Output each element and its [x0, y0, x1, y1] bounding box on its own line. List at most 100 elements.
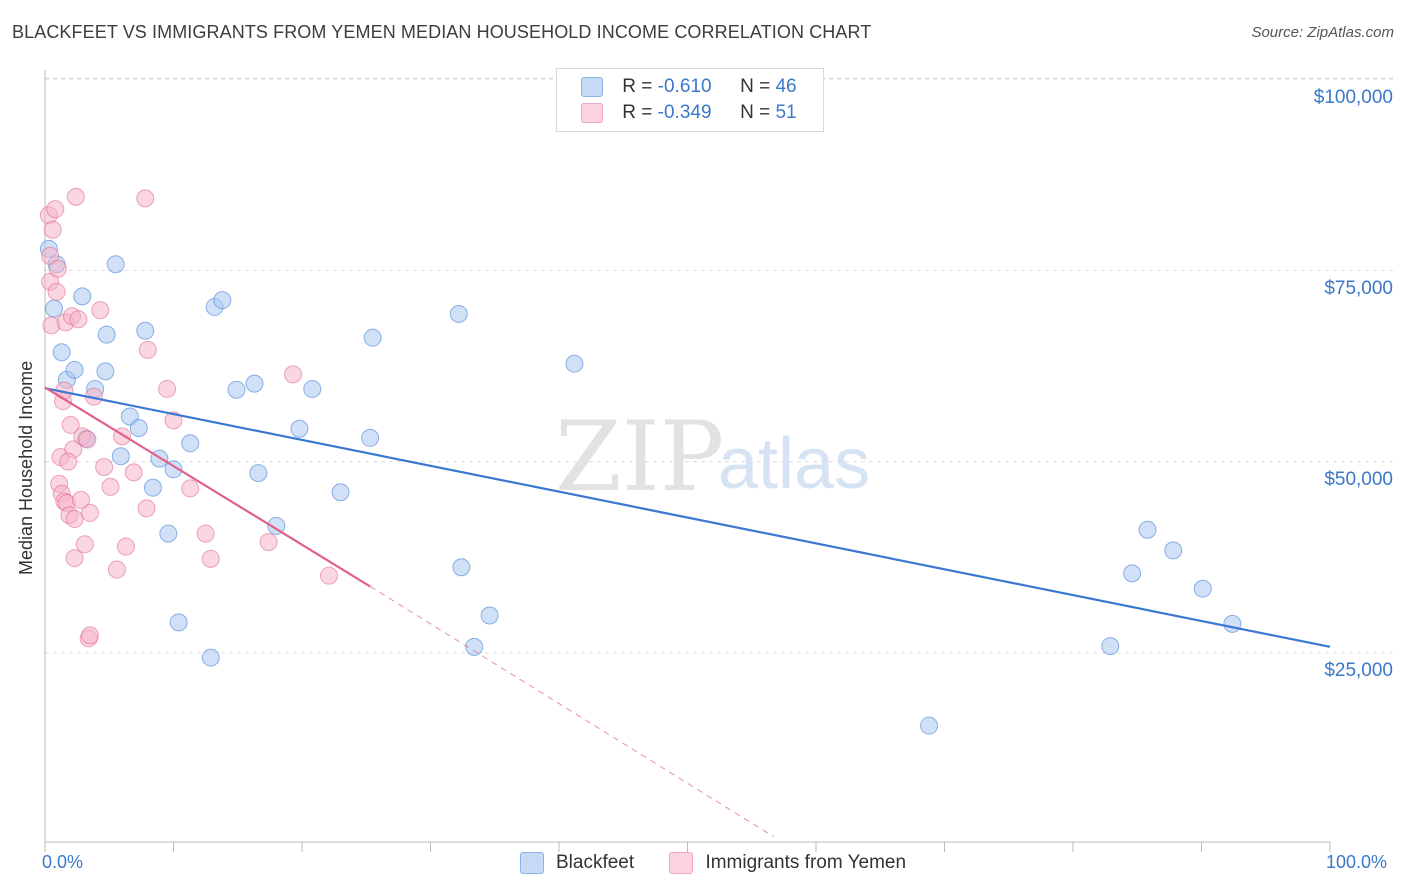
yemen-point: [46, 200, 65, 219]
legend-n-label: N =: [740, 76, 776, 97]
yemen-point: [91, 301, 110, 320]
blackfeet-point: [227, 380, 246, 399]
yemen-point: [69, 310, 88, 329]
chart-title: BLACKFEET VS IMMIGRANTS FROM YEMEN MEDIA…: [12, 22, 872, 42]
blackfeet-point: [245, 374, 264, 393]
legend-swatch-blackfeet: [520, 852, 544, 874]
legend-r-label: R =: [622, 102, 658, 123]
blackfeet-point: [201, 648, 220, 667]
yemen-point: [201, 549, 220, 568]
blackfeet-point: [143, 478, 162, 497]
blackfeet-point: [129, 418, 148, 437]
blackfeet-point: [159, 524, 178, 543]
y-axis-label: Median Household Income: [16, 360, 36, 575]
yemen-trend-line: [44, 386, 371, 588]
blackfeet-point: [1101, 637, 1120, 656]
yemen-point: [319, 566, 338, 585]
yemen-point: [124, 463, 143, 482]
legend-item-yemen: Immigrants from Yemen: [669, 852, 906, 874]
blackfeet-point: [97, 325, 116, 344]
legend-r-label: R =: [622, 76, 658, 97]
blackfeet-point: [565, 354, 584, 373]
legend-r-value: -0.349: [657, 102, 712, 123]
yemen-point: [158, 379, 177, 398]
blackfeet-point: [465, 637, 484, 656]
yemen-point: [80, 503, 99, 522]
blackfeet-point: [106, 255, 125, 274]
blackfeet-point: [267, 516, 286, 535]
yemen-trend-extension: [369, 585, 774, 838]
blackfeet-point: [363, 328, 382, 347]
legend-label-blackfeet: Blackfeet: [556, 852, 635, 873]
yemen-point: [136, 189, 155, 208]
blackfeet-point: [111, 447, 130, 466]
yemen-point: [80, 626, 99, 645]
yemen-point: [48, 259, 67, 278]
blackfeet-point: [920, 716, 939, 735]
y-tick-label: $75,000: [1324, 278, 1393, 299]
legend-n-value: 46: [775, 76, 797, 97]
legend-n-value: 51: [775, 102, 797, 123]
yemen-point: [66, 187, 85, 206]
correlation-legend: R = -0.610 N = 46 R = -0.349 N = 51: [556, 68, 824, 132]
blackfeet-point: [249, 464, 268, 483]
blackfeet-point: [44, 299, 63, 318]
yemen-point: [65, 510, 84, 529]
legend-swatch-yemen: [581, 102, 603, 123]
y-tick-label: $100,000: [1313, 87, 1393, 108]
series-legend: Blackfeet Immigrants from Yemen: [520, 852, 936, 880]
yemen-point: [61, 415, 80, 434]
blackfeet-point: [331, 483, 350, 502]
blackfeet-point: [290, 419, 309, 438]
yemen-point: [75, 535, 94, 554]
legend-row-yemen: R = -0.349 N = 51: [581, 102, 797, 126]
legend-swatch-yemen: [669, 852, 694, 874]
blackfeet-point: [1164, 541, 1183, 560]
yemen-point: [196, 524, 215, 543]
legend-item-blackfeet: Blackfeet: [520, 852, 634, 874]
blackfeet-point: [164, 460, 183, 479]
x-tick-label: 100.0%: [1326, 852, 1388, 872]
watermark-atlas: atlas: [718, 424, 870, 504]
blackfeet-point: [96, 362, 115, 381]
blackfeet-point: [1138, 520, 1157, 539]
yemen-point: [116, 537, 135, 556]
blackfeet-point: [480, 606, 499, 625]
blackfeet-trend-line: [44, 387, 1331, 648]
yemen-point: [164, 411, 183, 430]
blackfeet-point: [136, 321, 155, 340]
blackfeet-point: [1223, 614, 1242, 633]
blackfeet-point: [181, 434, 200, 453]
blackfeet-point: [303, 379, 322, 398]
blackfeet-point: [52, 343, 71, 362]
yemen-point: [101, 477, 120, 496]
y-tick-label: $50,000: [1324, 469, 1393, 490]
yemen-point: [137, 499, 156, 518]
blackfeet-point: [213, 291, 232, 310]
yemen-point: [284, 365, 303, 384]
blackfeet-point: [361, 428, 380, 447]
y-tick-label: $25,000: [1324, 660, 1393, 681]
yemen-point: [65, 549, 84, 568]
yemen-point: [59, 452, 78, 471]
yemen-point: [181, 479, 200, 498]
yemen-point: [138, 340, 157, 359]
blackfeet-point: [449, 304, 468, 323]
yemen-point: [107, 560, 126, 579]
blackfeet-point: [73, 287, 92, 306]
watermark-zip: ZIP: [555, 401, 724, 513]
blackfeet-point: [1123, 564, 1142, 583]
legend-row-blackfeet: R = -0.610 N = 46: [581, 76, 797, 100]
legend-label-yemen: Immigrants from Yemen: [705, 852, 907, 873]
blackfeet-point: [169, 613, 188, 632]
blackfeet-point: [65, 360, 84, 379]
legend-r-value: -0.610: [657, 76, 712, 97]
blackfeet-point: [452, 558, 471, 577]
yemen-point: [47, 282, 66, 301]
legend-swatch-blackfeet: [581, 76, 603, 97]
source-label: Source: ZipAtlas.com: [1251, 24, 1394, 41]
yemen-point: [78, 430, 97, 449]
yemen-point: [259, 533, 278, 552]
blackfeet-point: [1193, 579, 1212, 598]
